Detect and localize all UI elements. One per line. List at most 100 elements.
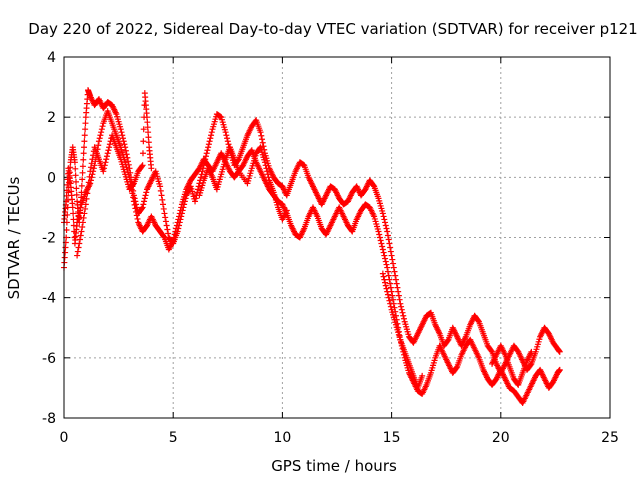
data-point bbox=[72, 165, 79, 172]
data-point bbox=[82, 126, 89, 133]
data-point bbox=[140, 201, 147, 208]
data-point bbox=[265, 174, 272, 181]
data-point bbox=[101, 165, 108, 172]
data-point bbox=[204, 147, 211, 154]
data-point bbox=[259, 136, 266, 143]
data-point bbox=[80, 214, 87, 221]
data-point bbox=[160, 233, 167, 240]
data-point bbox=[387, 284, 394, 291]
data-point bbox=[125, 158, 132, 165]
data-point bbox=[74, 248, 81, 255]
data-point bbox=[208, 129, 215, 136]
data-point bbox=[393, 280, 400, 287]
data-point bbox=[157, 183, 164, 190]
data-point bbox=[69, 204, 76, 211]
data-point bbox=[178, 204, 185, 211]
data-point bbox=[160, 201, 167, 208]
data-point bbox=[103, 153, 110, 160]
data-point bbox=[382, 258, 389, 265]
data-point bbox=[527, 361, 534, 368]
data-point bbox=[76, 210, 83, 217]
data-point bbox=[106, 144, 113, 151]
data-point bbox=[142, 192, 149, 199]
data-point bbox=[139, 162, 146, 169]
data-point bbox=[399, 309, 406, 316]
data-point bbox=[379, 270, 386, 277]
data-point bbox=[392, 276, 399, 283]
data-point bbox=[170, 237, 177, 244]
data-point bbox=[101, 162, 108, 169]
data-point bbox=[117, 126, 124, 133]
data-point bbox=[79, 163, 86, 170]
x-tick-label: 20 bbox=[492, 430, 510, 446]
data-point bbox=[130, 194, 137, 201]
data-point bbox=[73, 191, 80, 198]
data-point bbox=[206, 138, 213, 145]
data-point bbox=[205, 141, 212, 148]
data-point bbox=[100, 168, 107, 175]
data-point bbox=[75, 213, 82, 220]
chart-title: Day 220 of 2022, Sidereal Day-to-day VTE… bbox=[28, 20, 637, 38]
data-point bbox=[63, 192, 70, 199]
data-point bbox=[106, 141, 113, 148]
data-point bbox=[258, 132, 265, 139]
data-point bbox=[97, 132, 104, 139]
data-point bbox=[389, 292, 396, 299]
data-point bbox=[104, 150, 111, 157]
data-point bbox=[105, 147, 112, 154]
data-point bbox=[376, 231, 383, 238]
data-point bbox=[138, 163, 145, 170]
data-point bbox=[384, 268, 391, 275]
data-point bbox=[87, 168, 94, 175]
data-point bbox=[74, 219, 81, 226]
data-point bbox=[264, 171, 271, 178]
data-point bbox=[387, 280, 394, 287]
data-point bbox=[260, 143, 267, 150]
data-point bbox=[391, 268, 398, 275]
data-point bbox=[385, 236, 392, 243]
data-point bbox=[79, 176, 86, 183]
data-point bbox=[172, 228, 179, 235]
data-point bbox=[419, 372, 426, 379]
x-tick-label: 15 bbox=[383, 430, 401, 446]
data-point bbox=[88, 160, 95, 167]
data-point bbox=[386, 276, 393, 283]
data-point bbox=[158, 192, 165, 199]
data-point bbox=[398, 303, 405, 310]
data-point bbox=[77, 207, 84, 214]
data-point bbox=[377, 237, 384, 244]
data-point bbox=[145, 134, 152, 141]
data-point bbox=[199, 168, 206, 175]
data-point bbox=[382, 279, 389, 286]
data-point bbox=[141, 198, 148, 205]
data-point bbox=[383, 285, 390, 292]
data-point bbox=[129, 190, 136, 197]
data-point bbox=[382, 282, 389, 289]
data-point bbox=[259, 139, 266, 146]
data-point bbox=[174, 219, 181, 226]
data-point bbox=[395, 292, 402, 299]
series-track-a bbox=[61, 87, 563, 376]
data-point bbox=[176, 213, 183, 220]
data-point bbox=[132, 205, 139, 212]
axis-ticks: 0 5 10 15 20 25 -8 -6 -4 -2 0 2 4 bbox=[42, 50, 619, 446]
data-point bbox=[61, 254, 68, 261]
data-point bbox=[157, 187, 164, 194]
data-point bbox=[162, 218, 169, 225]
series-track-c bbox=[74, 90, 535, 391]
data-point bbox=[98, 126, 105, 133]
data-point bbox=[85, 179, 92, 186]
y-axis-label: SDTVAR / TECUs bbox=[5, 176, 23, 299]
data-point bbox=[145, 139, 152, 146]
data-point bbox=[224, 135, 231, 142]
data-point bbox=[131, 201, 138, 208]
data-point bbox=[138, 205, 145, 212]
x-tick-label: 0 bbox=[60, 430, 69, 446]
data-point bbox=[383, 225, 390, 232]
data-point bbox=[162, 214, 169, 221]
data-point bbox=[379, 246, 386, 253]
data-point bbox=[139, 150, 146, 157]
data-point bbox=[170, 234, 177, 241]
x-tick-label: 5 bbox=[169, 430, 178, 446]
